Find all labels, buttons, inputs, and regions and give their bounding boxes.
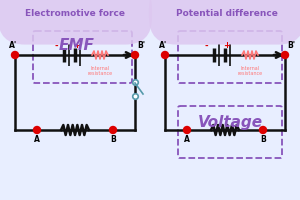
Text: Voltage: Voltage: [197, 114, 262, 130]
Text: A': A': [159, 42, 167, 50]
Text: A: A: [184, 136, 190, 144]
Text: Electromotive force: Electromotive force: [25, 8, 125, 18]
Text: +: +: [74, 42, 80, 50]
Text: Internal
resistance: Internal resistance: [237, 66, 262, 76]
Circle shape: [260, 127, 266, 134]
Text: B': B': [137, 42, 145, 50]
Circle shape: [184, 127, 190, 134]
Circle shape: [281, 51, 289, 58]
Text: Internal
resistance: Internal resistance: [87, 66, 112, 76]
Text: EMF: EMF: [59, 38, 95, 52]
Text: -: -: [54, 42, 58, 50]
Text: A': A': [9, 42, 17, 50]
Text: B: B: [110, 136, 116, 144]
Circle shape: [110, 127, 116, 134]
Circle shape: [131, 51, 139, 58]
Circle shape: [161, 51, 169, 58]
Text: +: +: [224, 42, 230, 50]
Circle shape: [11, 51, 19, 58]
Text: B: B: [260, 136, 266, 144]
Text: A: A: [34, 136, 40, 144]
Text: Potential difference: Potential difference: [176, 8, 278, 18]
Circle shape: [34, 127, 40, 134]
Text: -: -: [204, 42, 208, 50]
Text: B': B': [287, 42, 295, 50]
